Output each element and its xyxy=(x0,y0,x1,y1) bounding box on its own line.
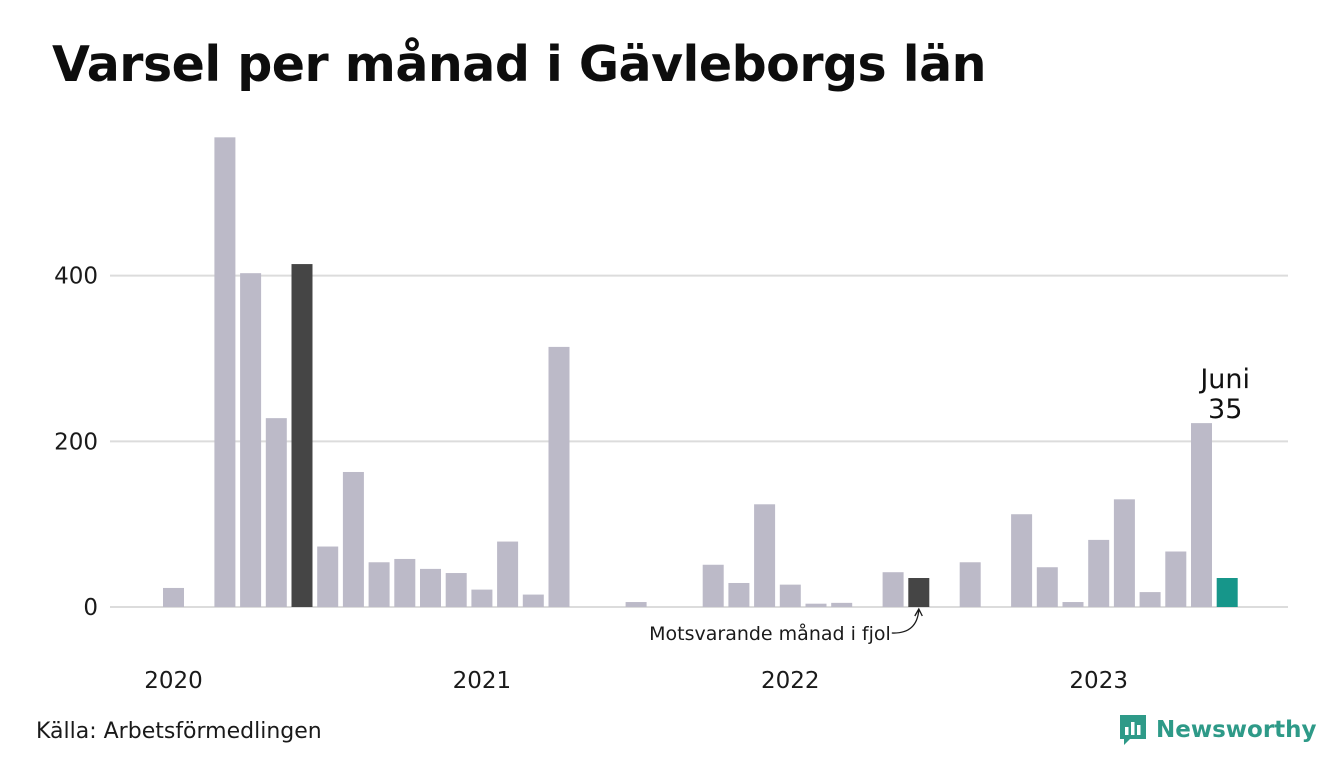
x-tick-label: 2020 xyxy=(144,668,203,694)
bar xyxy=(548,346,570,607)
bar xyxy=(702,564,724,607)
bar xyxy=(1113,499,1135,607)
x-axis-year-labels: 2020 2021 2022 2023 xyxy=(144,668,1128,694)
bar xyxy=(1216,578,1238,607)
y-axis-tick-labels: 0 200 400 xyxy=(54,264,98,621)
latest-value-label: 35 xyxy=(1208,394,1242,425)
bar xyxy=(959,562,981,607)
brand-name: Newsworthy xyxy=(1156,717,1317,743)
bars xyxy=(163,137,1238,607)
source-note: Källa: Arbetsförmedlingen xyxy=(36,719,322,744)
previous-year-annotation: Motsvarande månad i fjol xyxy=(649,622,891,645)
chart-title: Varsel per månad i Gävleborgs län xyxy=(52,36,987,93)
brand-logo[interactable]: Newsworthy xyxy=(1118,713,1317,747)
y-tick-label: 400 xyxy=(54,264,98,290)
x-tick-label: 2023 xyxy=(1069,668,1128,694)
bar xyxy=(163,587,184,607)
bar xyxy=(394,558,416,607)
bar xyxy=(265,418,287,607)
bar xyxy=(805,603,827,607)
bar-chart: 0 200 400 2020 2021 2022 2023 Motsvarande mån… xyxy=(54,137,1288,694)
bar xyxy=(291,264,313,607)
y-tick-label: 200 xyxy=(54,429,98,455)
x-tick-label: 2022 xyxy=(761,668,820,694)
bar xyxy=(471,589,493,607)
bar xyxy=(497,541,519,607)
bar xyxy=(445,573,467,607)
x-tick-label: 2021 xyxy=(453,668,512,694)
bar xyxy=(908,578,930,607)
bar xyxy=(882,572,904,607)
bar xyxy=(1011,514,1033,607)
latest-month-label: Juni xyxy=(1198,364,1250,395)
bar xyxy=(728,582,750,607)
bar xyxy=(420,568,441,607)
bar xyxy=(240,273,262,607)
y-tick-label: 0 xyxy=(83,595,98,621)
bar xyxy=(214,137,236,607)
annotations: Motsvarande månad i fjol Juni 35 xyxy=(649,364,1250,645)
bar xyxy=(317,546,339,607)
bar xyxy=(1036,567,1058,607)
bar xyxy=(342,471,364,607)
newsworthy-logo-icon xyxy=(1120,715,1146,745)
bar xyxy=(1088,539,1110,607)
annotation-arrow xyxy=(891,607,923,634)
bar xyxy=(625,602,647,607)
bar xyxy=(754,504,776,607)
bar xyxy=(831,602,853,607)
bar xyxy=(779,584,801,607)
bar xyxy=(522,594,544,607)
bar xyxy=(1165,551,1187,607)
bar xyxy=(368,562,390,607)
bar xyxy=(1191,423,1212,607)
bar xyxy=(1139,592,1161,607)
bar xyxy=(1062,602,1084,607)
